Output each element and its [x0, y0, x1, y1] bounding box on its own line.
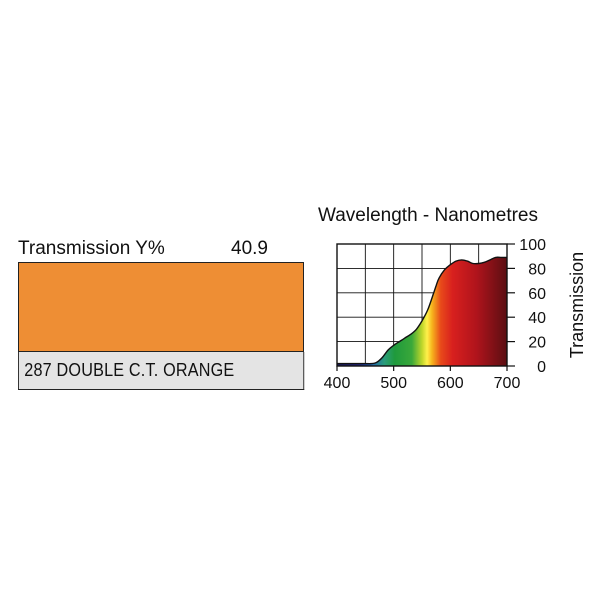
- y-axis-title: Transmission: [567, 252, 587, 358]
- x-tick-label: 600: [437, 375, 464, 392]
- transmission-header: Transmission Y% 40.9: [18, 237, 306, 261]
- plot-frame: [336, 243, 508, 367]
- chart-title: Wavelength - Nanometres: [318, 205, 539, 226]
- x-tick-label: 400: [324, 375, 351, 392]
- y-tick-label: 40: [528, 310, 546, 327]
- x-tick-label: 500: [380, 375, 407, 392]
- transmission-area: [337, 257, 507, 366]
- filter-name: 287 DOUBLE C.T. ORANGE: [18, 352, 304, 390]
- y-tick-label: 0: [537, 359, 546, 376]
- x-tick-label: 700: [494, 375, 521, 392]
- transmission-label: Transmission Y%: [18, 238, 165, 259]
- transmission-value: 40.9: [231, 238, 268, 259]
- transmission-curve: [337, 256, 507, 365]
- color-swatch: [18, 262, 304, 352]
- y-tick-label: 80: [528, 261, 546, 278]
- axis-ticks: 400 500 600 700 0 20 40 60 80 100: [324, 237, 546, 392]
- y-tick-label: 20: [528, 335, 546, 352]
- y-tick-label: 100: [519, 237, 546, 254]
- y-tick-label: 60: [528, 286, 546, 303]
